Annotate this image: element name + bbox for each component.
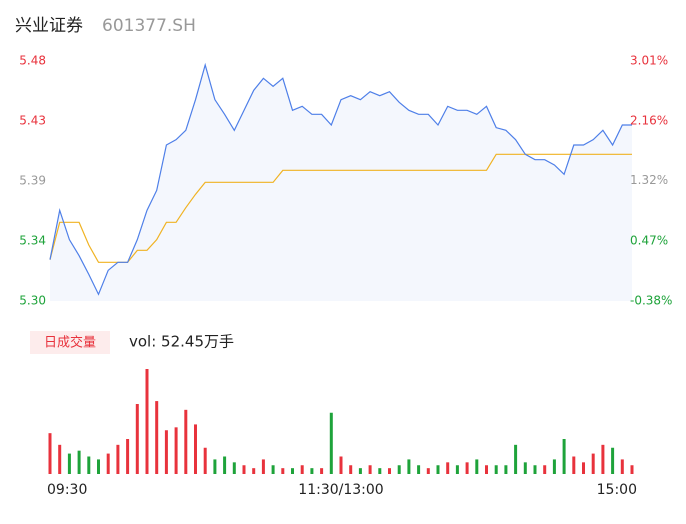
- volume-bar: [242, 465, 246, 474]
- volume-bar: [630, 465, 634, 474]
- stock-name: 兴业证券: [15, 16, 83, 36]
- volume-bar: [194, 424, 197, 474]
- y2-tick-label: 2.16%: [630, 114, 668, 128]
- stock-code: 601377.SH: [102, 16, 196, 36]
- volume-bar: [475, 459, 479, 474]
- volume-bar: [106, 453, 110, 474]
- volume-bar: [388, 468, 391, 474]
- volume-bar: [455, 465, 459, 474]
- volume-bar: [397, 465, 401, 474]
- volume-bar: [48, 433, 52, 474]
- volume-bar: [310, 468, 314, 474]
- volume-bar: [339, 456, 343, 474]
- volume-bar: [349, 465, 353, 474]
- volume-total: vol: 52.45万手: [129, 333, 234, 351]
- volume-bar: [97, 459, 100, 474]
- volume-bar: [601, 444, 605, 474]
- y2-tick-label: -0.38%: [630, 294, 672, 308]
- volume-bar: [417, 465, 421, 474]
- volume-bar: [271, 465, 275, 474]
- x-tick-label: 15:00: [597, 482, 637, 498]
- volume-button-label[interactable]: 日成交量: [44, 335, 96, 351]
- volume-bar: [465, 462, 469, 474]
- volume-bar: [135, 404, 139, 474]
- volume-bar: [223, 456, 227, 474]
- volume-bar: [426, 468, 430, 474]
- volume-bar: [485, 465, 488, 474]
- y2-tick-label: 1.32%: [630, 173, 668, 187]
- y-tick-label: 5.30: [19, 294, 46, 308]
- y2-tick-label: 0.47%: [630, 233, 668, 247]
- volume-bar: [620, 459, 624, 474]
- volume-bar: [504, 465, 508, 474]
- volume-bar: [116, 444, 120, 474]
- y-tick-label: 5.48: [19, 54, 46, 68]
- price-area: [50, 65, 632, 301]
- volume-bar: [523, 462, 527, 474]
- average-line: [49, 153, 632, 263]
- volume-bar: [320, 468, 324, 474]
- price-line: [49, 62, 632, 296]
- volume-bar: [174, 427, 178, 474]
- volume-bar: [252, 468, 256, 474]
- volume-bar: [446, 462, 450, 474]
- volume-bar: [378, 468, 382, 474]
- volume-bar: [213, 459, 217, 474]
- volume-bar: [368, 465, 372, 474]
- volume-bar: [261, 459, 265, 474]
- volume-bar: [543, 465, 547, 474]
- volume-bar: [436, 465, 440, 474]
- volume-bar: [358, 468, 362, 474]
- volume-bar: [552, 459, 556, 474]
- volume-bar: [203, 447, 207, 474]
- volume-bar: [300, 465, 304, 474]
- volume-bar: [232, 462, 236, 474]
- y-tick-label: 5.39: [19, 174, 46, 188]
- volume-bar: [533, 465, 537, 474]
- volume-bar: [494, 465, 498, 474]
- volume-bar: [582, 462, 585, 474]
- volume-bar: [126, 439, 130, 474]
- volume-bar: [329, 412, 333, 474]
- volume-bar: [184, 409, 188, 474]
- volume-bar: [591, 453, 595, 474]
- volume-bar: [407, 459, 411, 474]
- y-tick-label: 5.34: [19, 234, 46, 248]
- volume-bar: [562, 439, 566, 474]
- volume-bar: [611, 447, 615, 474]
- volume-bar: [155, 401, 159, 474]
- y-tick-label: 5.43: [19, 114, 46, 128]
- volume-bar: [77, 450, 81, 474]
- volume-bar: [164, 430, 168, 474]
- volume-bar: [87, 456, 91, 474]
- volume-bar: [58, 444, 62, 474]
- x-tick-label: 11:30/13:00: [298, 482, 383, 498]
- x-tick-label: 09:30: [47, 482, 87, 498]
- volume-bar: [145, 369, 149, 474]
- volume-bar: [572, 456, 576, 474]
- volume-bar: [67, 453, 71, 474]
- volume-bar: [281, 468, 285, 474]
- volume-bar: [291, 468, 294, 474]
- volume-bar: [514, 444, 518, 474]
- volume-button[interactable]: [30, 331, 110, 354]
- y2-tick-label: 3.01%: [630, 54, 668, 68]
